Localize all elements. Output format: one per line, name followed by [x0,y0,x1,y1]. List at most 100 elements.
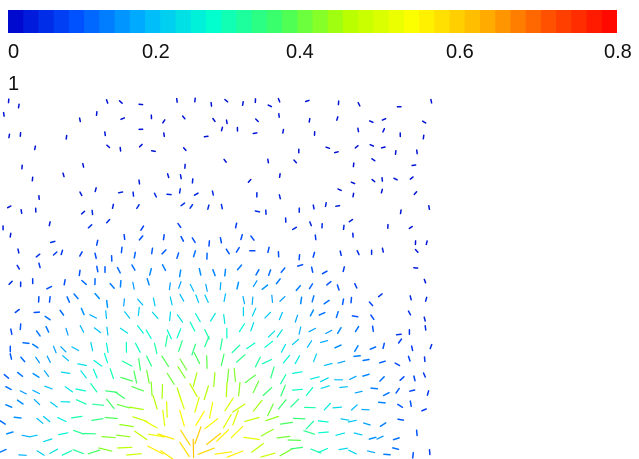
velocity-vector [166,173,170,179]
colorbar-segment [434,10,451,33]
velocity-vector [368,436,377,440]
velocity-vector [291,226,298,231]
velocity-vector [20,356,26,363]
velocity-vector [210,312,216,322]
velocity-vector [150,150,156,153]
velocity-vector [82,162,85,168]
velocity-vector [105,310,108,319]
velocity-vector [422,134,425,140]
velocity-vector [195,294,200,304]
velocity-vector [140,225,145,231]
velocity-vector [337,360,346,364]
velocity-vector [337,188,342,192]
velocity-vector [410,345,414,352]
velocity-vector [189,283,195,292]
velocity-vector [36,417,44,424]
velocity-vector [291,388,303,391]
velocity-vector [320,377,329,383]
velocity-vector [235,246,240,253]
velocity-vector [250,235,255,241]
colorbar-tick-label: 0.8 [604,41,632,63]
velocity-vector [226,368,230,383]
velocity-vector [216,429,230,442]
colorbar-segment [175,10,192,33]
velocity-vector [296,263,304,267]
velocity-vector [223,293,227,302]
velocity-vector [120,376,133,382]
velocity-vector [325,146,331,150]
velocity-vector [178,393,185,410]
velocity-vector [381,247,385,253]
colorbar-segment [129,10,146,33]
velocity-vector [423,316,426,322]
colorbar-segment [540,10,557,33]
velocity-vector [254,210,261,213]
velocity-vector [180,235,185,242]
velocity-vector [362,358,370,362]
velocity-vector [397,403,404,409]
velocity-vector [335,204,341,208]
velocity-vector [134,430,148,441]
velocity-vector [117,446,133,449]
velocity-vector [87,449,101,455]
velocity-vector [267,104,273,108]
velocity-vector [91,418,104,421]
velocity-vector [60,249,64,256]
velocity-vector [19,390,27,395]
colorbar-segment [586,10,603,33]
velocity-vector [371,158,376,162]
velocity-vector [166,372,175,385]
velocity-vector [31,343,39,349]
velocity-vector [276,435,291,439]
velocity-vector [64,386,74,393]
velocity-vector [22,341,30,345]
velocity-vector [276,329,283,338]
velocity-vector [254,356,261,368]
velocity-vector [368,120,374,124]
velocity-vector [9,353,13,360]
velocity-vector [62,355,70,362]
velocity-vector [335,432,346,436]
velocity-vector [89,314,98,319]
velocity-vector [104,131,107,137]
velocity-vector [177,366,186,379]
velocity-vector [395,333,402,336]
velocity-vector [367,450,376,454]
velocity-vector [219,236,223,244]
velocity-vector [279,448,292,457]
velocity-vector [219,338,223,351]
velocity-vector [231,344,241,354]
velocity-vector [79,251,83,257]
velocity-vector [411,452,415,459]
velocity-vector [421,120,427,124]
velocity-vector [151,311,159,320]
velocity-vector [57,417,67,423]
colorbar-segment [23,10,40,33]
velocity-vector [63,279,66,286]
velocity-vector [252,132,258,135]
velocity-vector [280,384,286,397]
velocity-vector [342,266,346,273]
velocity-vector [148,433,165,438]
velocity-vector [348,218,354,223]
velocity-vector [219,282,222,291]
velocity-vector [339,250,342,257]
velocity-vector [65,327,69,336]
velocity-vector [413,375,416,382]
velocity-vector [282,128,285,134]
colorbar-segment [495,10,512,33]
colorbar-segment [8,10,24,33]
velocity-vector [320,340,329,344]
velocity-vector [32,389,41,395]
velocity-vector [369,346,377,350]
velocity-vector [305,386,314,396]
velocity-vector [146,369,150,384]
velocity-vector [232,403,246,413]
velocity-vector [98,447,113,452]
velocity-vector [241,101,244,107]
velocity-vector [153,192,158,198]
colorbar-segment [556,10,572,33]
velocity-vector [342,224,345,231]
velocity-vector [371,178,376,183]
velocity-vector [10,328,13,335]
